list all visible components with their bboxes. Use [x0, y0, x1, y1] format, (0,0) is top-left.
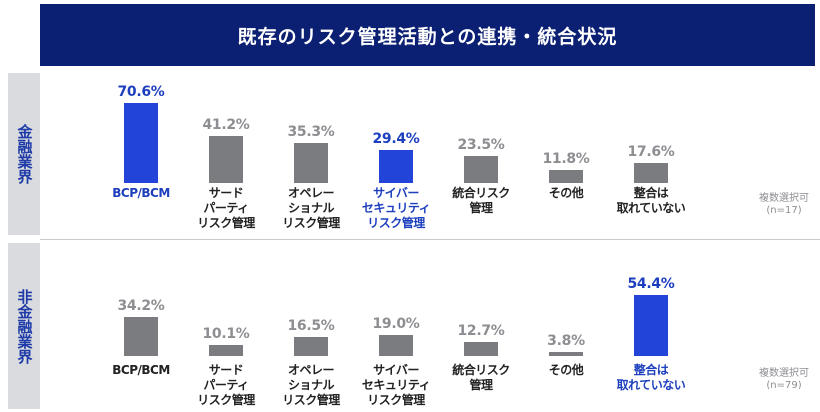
value-label: 54.4%: [627, 276, 675, 292]
bar-nonfinancial-2: [294, 337, 328, 356]
bar-nonfinancial-6: [634, 295, 668, 356]
category-label: サイバー セキュリティ リスク管理: [361, 186, 431, 230]
category-label: オペレー ショナル リスク管理: [282, 363, 340, 407]
group-label-financial: 金融業界: [8, 73, 40, 235]
value-label: 16.5%: [287, 318, 335, 334]
bar-financial-0: [124, 103, 158, 183]
category-label: サード パーティ リスク管理: [197, 186, 255, 230]
value-label: 12.7%: [457, 323, 505, 339]
bar-financial-5: [549, 170, 583, 183]
category-label: BCP/BCM: [112, 186, 170, 200]
category-label: オペレー ショナル リスク管理: [282, 186, 340, 230]
value-label: 11.8%: [542, 151, 590, 167]
category-label: 整合は 取れていない: [616, 363, 686, 392]
value-label: 41.2%: [202, 117, 250, 133]
value-label: 19.0%: [372, 316, 420, 332]
group-label-nonfinancial-text: 非金融業界: [15, 288, 34, 364]
value-label: 10.1%: [202, 326, 250, 342]
bar-nonfinancial-3: [379, 335, 413, 356]
bar-nonfinancial-1: [209, 345, 243, 356]
value-label: 23.5%: [457, 137, 505, 153]
value-label: 17.6%: [627, 144, 675, 160]
bar-financial-2: [294, 143, 328, 183]
value-label: 3.8%: [547, 333, 585, 349]
bar-financial-3: [379, 150, 413, 183]
category-label: その他: [548, 186, 584, 200]
chart-panel-financial: 70.6% BCP/BCM 41.2% サード パーティ リスク管理 35.3% オペレー…: [112, 84, 686, 230]
category-label: 統合リスク 管理: [452, 186, 510, 215]
value-label: 29.4%: [372, 131, 420, 147]
chart-title: 既存のリスク管理活動との連携・統合状況: [40, 4, 815, 66]
category-label: BCP/BCM: [112, 363, 170, 377]
category-label: その他: [548, 363, 584, 377]
category-label: サイバー セキュリティ リスク管理: [361, 363, 431, 407]
value-label: 70.6%: [117, 84, 165, 100]
group-label-nonfinancial: 非金融業界: [8, 243, 40, 409]
bar-financial-6: [634, 163, 668, 183]
bar-financial-1: [209, 136, 243, 183]
category-label: 整合は 取れていない: [616, 186, 686, 215]
note-financial: 複数選択可 (n=17): [759, 193, 809, 216]
note-nonfinancial: 複数選択可 (n=79): [759, 368, 809, 391]
panel-divider: [40, 239, 820, 240]
value-label: 34.2%: [117, 298, 165, 314]
bar-nonfinancial-0: [124, 317, 158, 356]
bar-nonfinancial-4: [464, 342, 498, 356]
bar-financial-4: [464, 156, 498, 183]
category-label: サード パーティ リスク管理: [197, 363, 255, 407]
value-label: 35.3%: [287, 124, 335, 140]
group-label-financial-text: 金融業界: [15, 124, 34, 184]
category-label: 統合リスク 管理: [452, 363, 510, 392]
bar-nonfinancial-5: [549, 352, 583, 356]
